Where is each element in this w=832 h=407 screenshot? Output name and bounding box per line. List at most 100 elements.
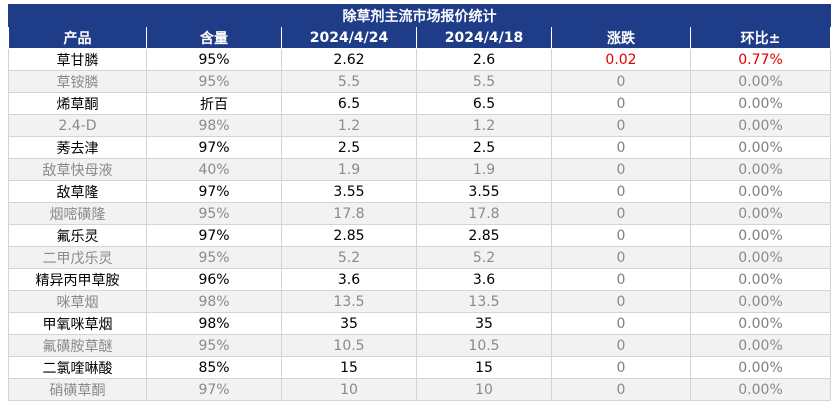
cell-pct: 0.00% <box>689 356 832 379</box>
table-row: 烯草酮 折百 6.5 6.5 0 0.00% <box>8 92 832 115</box>
cell-price-old: 17.8 <box>416 202 552 225</box>
cell-content: 95% <box>146 70 282 93</box>
column-header-date-new: 2024/4/24 <box>281 26 417 49</box>
table-row: 咪草烟 98% 13.5 13.5 0 0.00% <box>8 290 832 313</box>
cell-price-new: 1.9 <box>281 158 417 181</box>
cell-price-new: 2.5 <box>281 136 417 159</box>
cell-price-old: 15 <box>416 356 552 379</box>
cell-content: 95% <box>146 48 282 71</box>
cell-content: 96% <box>146 268 282 291</box>
cell-pct: 0.00% <box>689 70 832 93</box>
cell-product: 氟磺胺草醚 <box>8 334 147 357</box>
cell-product: 烟嘧磺隆 <box>8 202 147 225</box>
cell-product: 烯草酮 <box>8 92 147 115</box>
cell-change: 0 <box>551 290 691 313</box>
table-row: 莠去津 97% 2.5 2.5 0 0.00% <box>8 136 832 159</box>
table-row: 草铵膦 95% 5.5 5.5 0 0.00% <box>8 70 832 93</box>
table-row: 草甘膦 95% 2.62 2.6 0.02 0.77% <box>8 48 832 71</box>
cell-pct: 0.00% <box>689 246 832 269</box>
table-row: 精异丙甲草胺 96% 3.6 3.6 0 0.00% <box>8 268 832 291</box>
cell-content: 95% <box>146 246 282 269</box>
cell-price-old: 3.6 <box>416 268 552 291</box>
cell-content: 40% <box>146 158 282 181</box>
cell-product: 硝磺草酮 <box>8 378 147 401</box>
cell-pct: 0.00% <box>689 114 832 137</box>
title-row: 除草剂主流市场报价统计 <box>7 4 832 27</box>
cell-pct: 0.77% <box>689 48 832 71</box>
cell-change: 0 <box>551 356 691 379</box>
cell-price-new: 5.2 <box>281 246 417 269</box>
cell-pct: 0.00% <box>689 158 832 181</box>
cell-change: 0 <box>551 70 691 93</box>
cell-content: 97% <box>146 136 282 159</box>
table-row: 甲氧咪草烟 98% 35 35 0 0.00% <box>8 312 832 335</box>
cell-pct: 0.00% <box>689 136 832 159</box>
cell-content: 95% <box>146 202 282 225</box>
table-row: 2.4-D 98% 1.2 1.2 0 0.00% <box>8 114 832 137</box>
table-row: 氟乐灵 97% 2.85 2.85 0 0.00% <box>8 224 832 247</box>
cell-product: 2.4-D <box>8 114 147 137</box>
cell-price-new: 3.55 <box>281 180 417 203</box>
cell-product: 氟乐灵 <box>8 224 147 247</box>
cell-price-new: 3.6 <box>281 268 417 291</box>
table-row: 氟磺胺草醚 95% 10.5 10.5 0 0.00% <box>8 334 832 357</box>
cell-product: 咪草烟 <box>8 290 147 313</box>
table-title: 除草剂主流市场报价统计 <box>7 4 832 27</box>
header-row: 产品 含量 2024/4/24 2024/4/18 涨跌 环比± <box>8 26 832 49</box>
cell-price-new: 10.5 <box>281 334 417 357</box>
cell-price-old: 5.2 <box>416 246 552 269</box>
cell-price-new: 17.8 <box>281 202 417 225</box>
cell-price-new: 6.5 <box>281 92 417 115</box>
cell-change: 0 <box>551 202 691 225</box>
cell-change: 0 <box>551 224 691 247</box>
cell-product: 敌草隆 <box>8 180 147 203</box>
cell-pct: 0.00% <box>689 92 832 115</box>
cell-change: 0 <box>551 158 691 181</box>
cell-change: 0 <box>551 334 691 357</box>
cell-price-old: 2.5 <box>416 136 552 159</box>
column-header-pct: 环比± <box>689 26 832 49</box>
column-header-date-old: 2024/4/18 <box>416 26 552 49</box>
table-row: 二氯喹啉酸 85% 15 15 0 0.00% <box>8 356 832 379</box>
cell-content: 97% <box>146 224 282 247</box>
cell-content: 折百 <box>146 92 282 115</box>
cell-price-old: 2.6 <box>416 48 552 71</box>
cell-pct: 0.00% <box>689 224 832 247</box>
cell-change: 0 <box>551 180 691 203</box>
cell-price-old: 3.55 <box>416 180 552 203</box>
cell-content: 98% <box>146 290 282 313</box>
column-header-product: 产品 <box>8 26 147 49</box>
cell-content: 98% <box>146 312 282 335</box>
cell-price-old: 10 <box>416 378 552 401</box>
table-body: 草甘膦 95% 2.62 2.6 0.02 0.77% 草铵膦 95% 5.5 5.5 0 0.00%… <box>8 48 832 401</box>
cell-price-new: 1.2 <box>281 114 417 137</box>
cell-pct: 0.00% <box>689 312 832 335</box>
cell-change: 0 <box>551 246 691 269</box>
cell-change: 0 <box>551 92 691 115</box>
table-row: 烟嘧磺隆 95% 17.8 17.8 0 0.00% <box>8 202 832 225</box>
cell-product: 敌草快母液 <box>8 158 147 181</box>
cell-price-old: 1.9 <box>416 158 552 181</box>
cell-product: 草甘膦 <box>8 48 147 71</box>
table-row: 敌草快母液 40% 1.9 1.9 0 0.00% <box>8 158 832 181</box>
cell-content: 95% <box>146 334 282 357</box>
cell-price-old: 35 <box>416 312 552 335</box>
cell-content: 98% <box>146 114 282 137</box>
cell-pct: 0.00% <box>689 334 832 357</box>
column-header-change: 涨跌 <box>551 26 691 49</box>
cell-price-new: 2.62 <box>281 48 417 71</box>
cell-change: 0.02 <box>551 48 691 71</box>
cell-price-old: 1.2 <box>416 114 552 137</box>
cell-price-new: 2.85 <box>281 224 417 247</box>
cell-price-new: 35 <box>281 312 417 335</box>
cell-price-new: 10 <box>281 378 417 401</box>
cell-pct: 0.00% <box>689 290 832 313</box>
cell-product: 甲氧咪草烟 <box>8 312 147 335</box>
cell-price-new: 13.5 <box>281 290 417 313</box>
cell-product: 莠去津 <box>8 136 147 159</box>
cell-price-new: 5.5 <box>281 70 417 93</box>
cell-price-old: 6.5 <box>416 92 552 115</box>
column-header-content: 含量 <box>146 26 282 49</box>
cell-pct: 0.00% <box>689 180 832 203</box>
cell-change: 0 <box>551 136 691 159</box>
